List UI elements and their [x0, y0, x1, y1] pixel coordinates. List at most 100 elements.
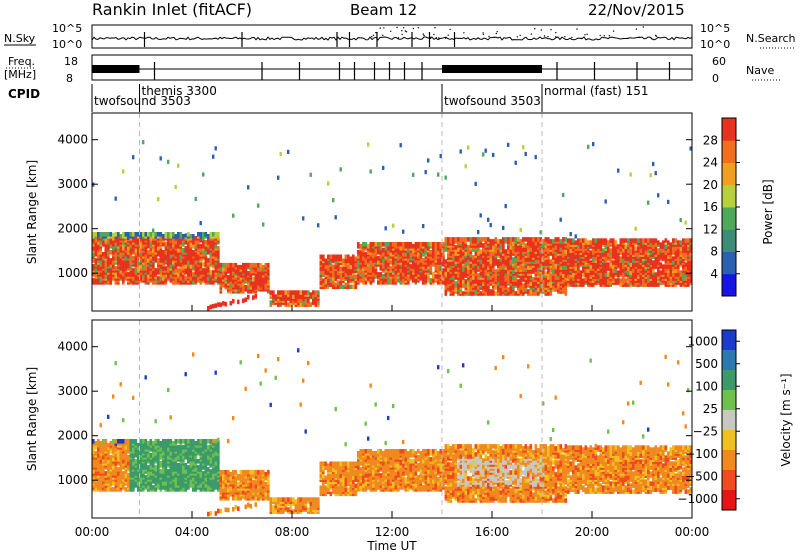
data-cell: [562, 192, 565, 198]
data-cell: [462, 237, 465, 242]
data-cell: [464, 237, 468, 242]
nsearch-point: [396, 26, 398, 29]
data-cell: [579, 278, 583, 283]
data-cell: [107, 274, 110, 279]
data-cell: [562, 237, 565, 242]
data-cell: [627, 276, 630, 281]
data-cell: [404, 242, 408, 247]
data-cell: [649, 258, 653, 263]
data-cell: [139, 443, 143, 448]
data-cell: [607, 266, 610, 271]
data-cell: [384, 260, 388, 265]
data-cell: [97, 443, 100, 448]
data-cell: [94, 232, 98, 237]
data-cell: [442, 252, 445, 257]
data-cell: [597, 264, 600, 269]
data-cell: [129, 487, 133, 492]
data-cell: [669, 264, 673, 269]
data-cell: [472, 237, 475, 242]
data-cell: [104, 479, 108, 484]
data-cell: [114, 465, 118, 470]
data-cell: [139, 242, 143, 247]
data-cell: [487, 291, 490, 296]
data-cell: [642, 280, 645, 285]
data-cell: [482, 289, 485, 294]
data-cell: [114, 232, 118, 237]
data-cell: [102, 232, 105, 237]
data-cell: [242, 262, 245, 268]
data-cell: [449, 237, 453, 242]
data-cell: [92, 461, 95, 466]
data-cell: [554, 237, 558, 242]
data-cell: [214, 244, 218, 249]
data-cell: [232, 213, 235, 218]
data-cell: [419, 276, 423, 281]
data-cell: [132, 268, 135, 273]
data-cell: [254, 262, 258, 268]
data-cell: [94, 487, 98, 492]
data-cell: [664, 256, 668, 261]
data-cell: [572, 258, 575, 263]
data-cell: [377, 242, 380, 247]
data-cell: [344, 272, 348, 278]
data-cell: [457, 241, 460, 246]
cpid-segment-label: twofsound 3503: [94, 94, 191, 108]
data-cell: [547, 249, 550, 254]
data-cell: [509, 255, 513, 260]
data-cell: [97, 266, 100, 271]
data-cell: [99, 467, 103, 472]
data-cell: [94, 445, 98, 450]
data-cell: [399, 246, 403, 251]
data-cell: [112, 236, 115, 241]
data-cell: [542, 283, 545, 288]
data-cell: [672, 266, 675, 271]
data-cell: [92, 264, 95, 269]
data-cell: [494, 269, 498, 274]
data-cell: [134, 439, 138, 444]
data-cell: [349, 264, 353, 270]
data-cell: [259, 262, 263, 268]
data-cell: [122, 471, 125, 476]
data-cell: [542, 243, 545, 248]
nsearch-point: [382, 34, 384, 36]
data-cell: [232, 267, 235, 272]
power-colorbar-label: Power [dB]: [761, 179, 775, 244]
data-cell: [369, 246, 373, 251]
data-cell: [512, 257, 515, 262]
nsearch-point: [576, 28, 578, 30]
nsky-line: [91, 36, 693, 41]
data-cell: [459, 237, 463, 242]
data-cell: [189, 264, 193, 269]
cpid-label: CPID: [8, 87, 40, 101]
data-cell: [147, 274, 150, 279]
data-cell: [499, 239, 503, 244]
data-cell: [444, 289, 448, 294]
data-cell: [617, 252, 620, 257]
data-cell: [162, 280, 165, 285]
data-cell: [159, 280, 163, 285]
data-cell: [319, 276, 323, 282]
data-cell: [547, 255, 550, 260]
data-cell: [94, 258, 98, 263]
data-cell: [197, 248, 200, 253]
data-cell: [484, 291, 488, 296]
data-cell: [299, 290, 303, 295]
data-cell: [324, 270, 328, 276]
nsearch-point: [433, 33, 435, 36]
data-cell: [527, 289, 530, 294]
data-cell: [654, 171, 657, 176]
data-cell: [174, 276, 178, 281]
data-cell: [594, 256, 598, 261]
data-cell: [447, 283, 450, 288]
data-cell: [97, 447, 100, 452]
data-cell: [484, 148, 487, 153]
data-cell: [652, 161, 655, 167]
data-cell: [422, 276, 425, 281]
data-cell: [642, 266, 645, 271]
data-cell: [462, 283, 465, 288]
data-cell: [409, 242, 413, 247]
data-cell: [612, 260, 615, 265]
data-cell: [354, 256, 358, 262]
data-cell: [352, 254, 355, 260]
freq-tick-top: 18: [64, 55, 78, 68]
